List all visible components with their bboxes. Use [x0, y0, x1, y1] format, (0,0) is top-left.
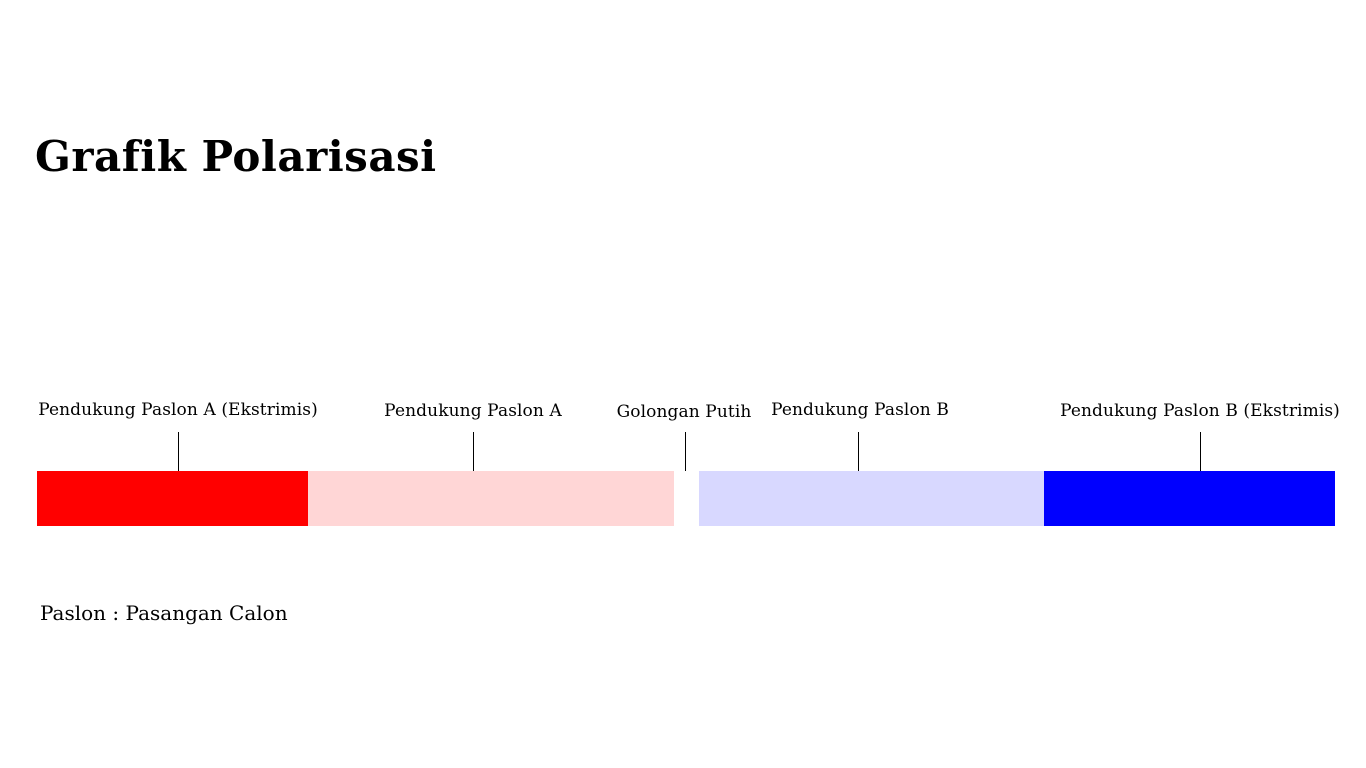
- label-paslon-b: Pendukung Paslon B: [771, 400, 949, 420]
- label-paslon-a-extremist: Pendukung Paslon A (Ekstrimis): [38, 400, 318, 420]
- segment-paslon-b: [699, 471, 1044, 526]
- segment-golongan-putih: [674, 471, 699, 526]
- tick-paslon-b: [858, 432, 859, 471]
- tick-golongan-putih: [685, 432, 686, 471]
- segment-paslon-b-extremist: [1044, 471, 1335, 526]
- tick-paslon-a-extremist: [178, 432, 179, 471]
- abbreviation-note: Paslon : Pasangan Calon: [40, 601, 288, 625]
- page-title: Grafik Polarisasi: [35, 132, 437, 181]
- tick-paslon-b-extremist: [1200, 432, 1201, 471]
- label-golongan-putih: Golongan Putih: [616, 402, 752, 422]
- segment-paslon-a: [308, 471, 674, 526]
- label-paslon-b-extremist: Pendukung Paslon B (Ekstrimis): [1060, 401, 1340, 421]
- segment-paslon-a-extremist: [37, 471, 308, 526]
- label-paslon-a: Pendukung Paslon A: [384, 401, 562, 421]
- tick-paslon-a: [473, 432, 474, 471]
